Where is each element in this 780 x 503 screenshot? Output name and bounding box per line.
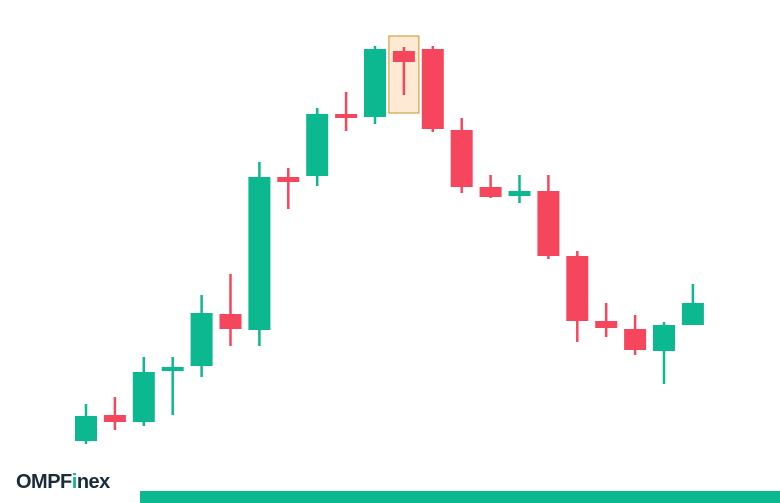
candle-body (190, 313, 213, 366)
logo-text-i: i (71, 471, 78, 493)
logo-text-end: nex (76, 471, 110, 493)
candle-body (277, 177, 300, 182)
candle-body (392, 51, 415, 62)
candle-body (421, 49, 444, 129)
candle-body (306, 114, 329, 176)
candle-body (103, 415, 126, 422)
candle-body (681, 303, 704, 325)
candle-body (335, 114, 358, 118)
candle-body (595, 321, 618, 328)
footer-accent-bar (140, 491, 780, 503)
logo-text: OMPF (16, 471, 72, 493)
candle-body (566, 256, 589, 321)
candle-body (75, 416, 97, 441)
candlestick-chart (75, 35, 704, 444)
candle-body (624, 329, 647, 350)
candle-body (653, 325, 675, 351)
candle-body (479, 187, 502, 197)
candle-body (161, 367, 184, 371)
candle-body (364, 49, 386, 117)
candle-body (219, 314, 242, 329)
candle-body (450, 130, 473, 187)
candle-body (248, 177, 271, 330)
candle-body (508, 191, 531, 196)
candle-body (537, 191, 560, 256)
ompfinex-logo: OMPFinex (16, 471, 110, 494)
candle-body (132, 372, 155, 422)
